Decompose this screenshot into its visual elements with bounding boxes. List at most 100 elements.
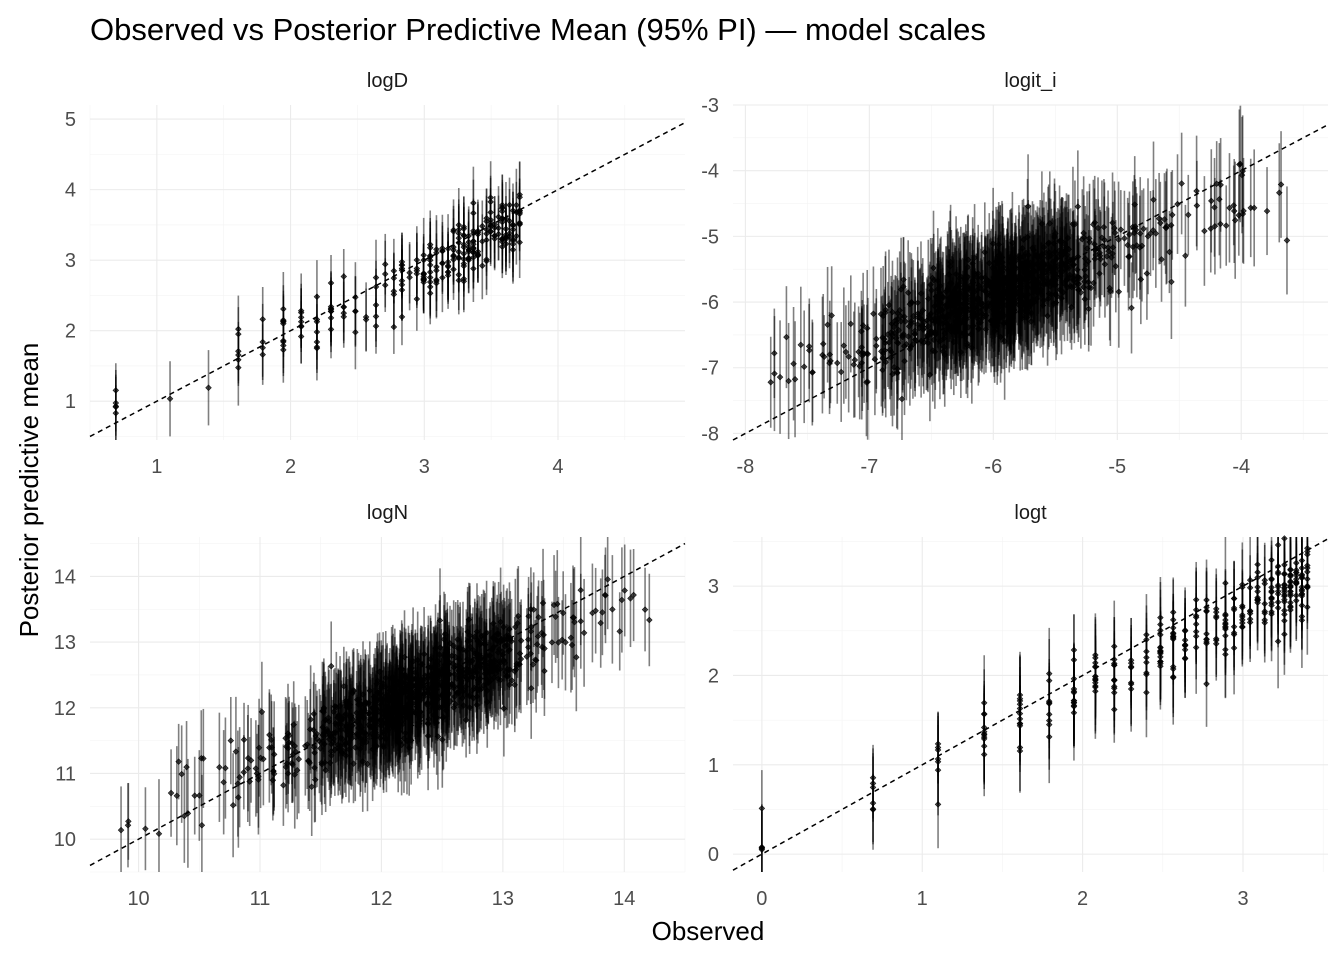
data-point (1155, 215, 1163, 222)
data-point (1298, 616, 1306, 624)
data-point (506, 230, 513, 237)
y-tick-label: 3 (708, 576, 719, 598)
data-point (1201, 227, 1208, 235)
data-point (937, 299, 944, 307)
data-point (474, 248, 482, 255)
data-point (483, 218, 490, 225)
data-point (327, 314, 335, 322)
data-point (932, 316, 940, 324)
data-point (924, 339, 932, 347)
data-point (327, 662, 335, 670)
data-point (609, 606, 616, 613)
data-point (398, 258, 406, 266)
data-point (577, 586, 584, 594)
data-point (1085, 305, 1092, 313)
data-point (809, 369, 816, 376)
data-point (1080, 283, 1087, 291)
data-point (460, 278, 468, 285)
data-point (800, 363, 808, 371)
y-tick-label: 5 (65, 109, 76, 131)
y-tick-label: 0 (708, 844, 719, 866)
x-tick-label: 1 (151, 456, 162, 478)
data-point (901, 342, 908, 350)
x-tick-label: 3 (419, 456, 430, 478)
data-point (771, 370, 778, 377)
data-point (167, 789, 175, 797)
data-point (1185, 211, 1192, 219)
x-tick-label: 2 (1077, 888, 1088, 910)
y-tick-label: 10 (54, 829, 76, 851)
data-point (785, 377, 792, 385)
data-point (491, 221, 498, 228)
x-tick-label: -4 (1232, 456, 1250, 478)
data-point (1027, 318, 1035, 325)
facet-logt: logt 0 1 2 3 0 1 2 3 (708, 502, 1329, 910)
data-point (516, 239, 523, 246)
data-point (1071, 282, 1078, 290)
x-tick-label: 12 (370, 888, 392, 910)
data-point (1150, 196, 1157, 203)
data-point (1250, 204, 1258, 212)
facet-label: logt (1014, 502, 1047, 524)
data-point (1274, 604, 1282, 612)
data-point (1143, 654, 1150, 661)
data-point (882, 309, 889, 316)
data-point (240, 736, 248, 743)
data-point (112, 403, 120, 411)
y-axis-title: Posterior predictive mean (14, 343, 44, 638)
facet-label: logN (367, 502, 408, 524)
data-point (479, 262, 486, 270)
points-layer (767, 105, 1291, 440)
data-point (1087, 284, 1095, 292)
data-point (390, 267, 398, 275)
data-point (413, 265, 421, 272)
x-axis-title: Observed (652, 916, 765, 946)
data-point (166, 395, 174, 403)
data-point (1117, 226, 1125, 233)
y-tick-label: 14 (54, 566, 76, 588)
data-point (406, 269, 413, 276)
data-point (1143, 689, 1150, 696)
data-point (450, 256, 457, 263)
data-point (117, 826, 125, 834)
data-point (1182, 252, 1189, 259)
data-point (470, 199, 477, 207)
data-point (850, 361, 858, 368)
data-point (898, 395, 906, 403)
data-point (1169, 211, 1176, 219)
data-point (340, 309, 348, 317)
data-point (450, 228, 457, 235)
y-tick-label: -3 (701, 95, 719, 117)
data-point (1129, 243, 1137, 251)
data-point (791, 375, 799, 383)
x-tick-label: 1 (917, 888, 928, 910)
data-point (390, 323, 398, 331)
data-point (1247, 204, 1254, 212)
data-point (1193, 202, 1201, 209)
x-tick-label: 10 (127, 888, 149, 910)
data-point (259, 315, 266, 323)
data-point (1230, 595, 1238, 602)
data-point (1009, 239, 1016, 247)
facet-label: logit_i (1004, 70, 1056, 92)
data-point (1226, 204, 1233, 212)
data-point (235, 348, 242, 355)
data-point (1068, 260, 1076, 268)
data-point (313, 344, 321, 352)
data-point (280, 317, 287, 325)
y-tick-label: 2 (65, 321, 76, 343)
data-point (125, 818, 132, 825)
data-point (499, 236, 506, 243)
data-point (1152, 230, 1160, 237)
data-point (495, 230, 502, 238)
y-tick-label: -8 (701, 423, 719, 445)
data-point (205, 384, 212, 392)
data-point (806, 347, 813, 354)
data-point (1166, 248, 1173, 256)
data-point (1138, 242, 1146, 250)
data-point (870, 310, 877, 317)
data-point (824, 321, 831, 329)
data-point (1074, 203, 1082, 210)
data-point (297, 314, 305, 321)
